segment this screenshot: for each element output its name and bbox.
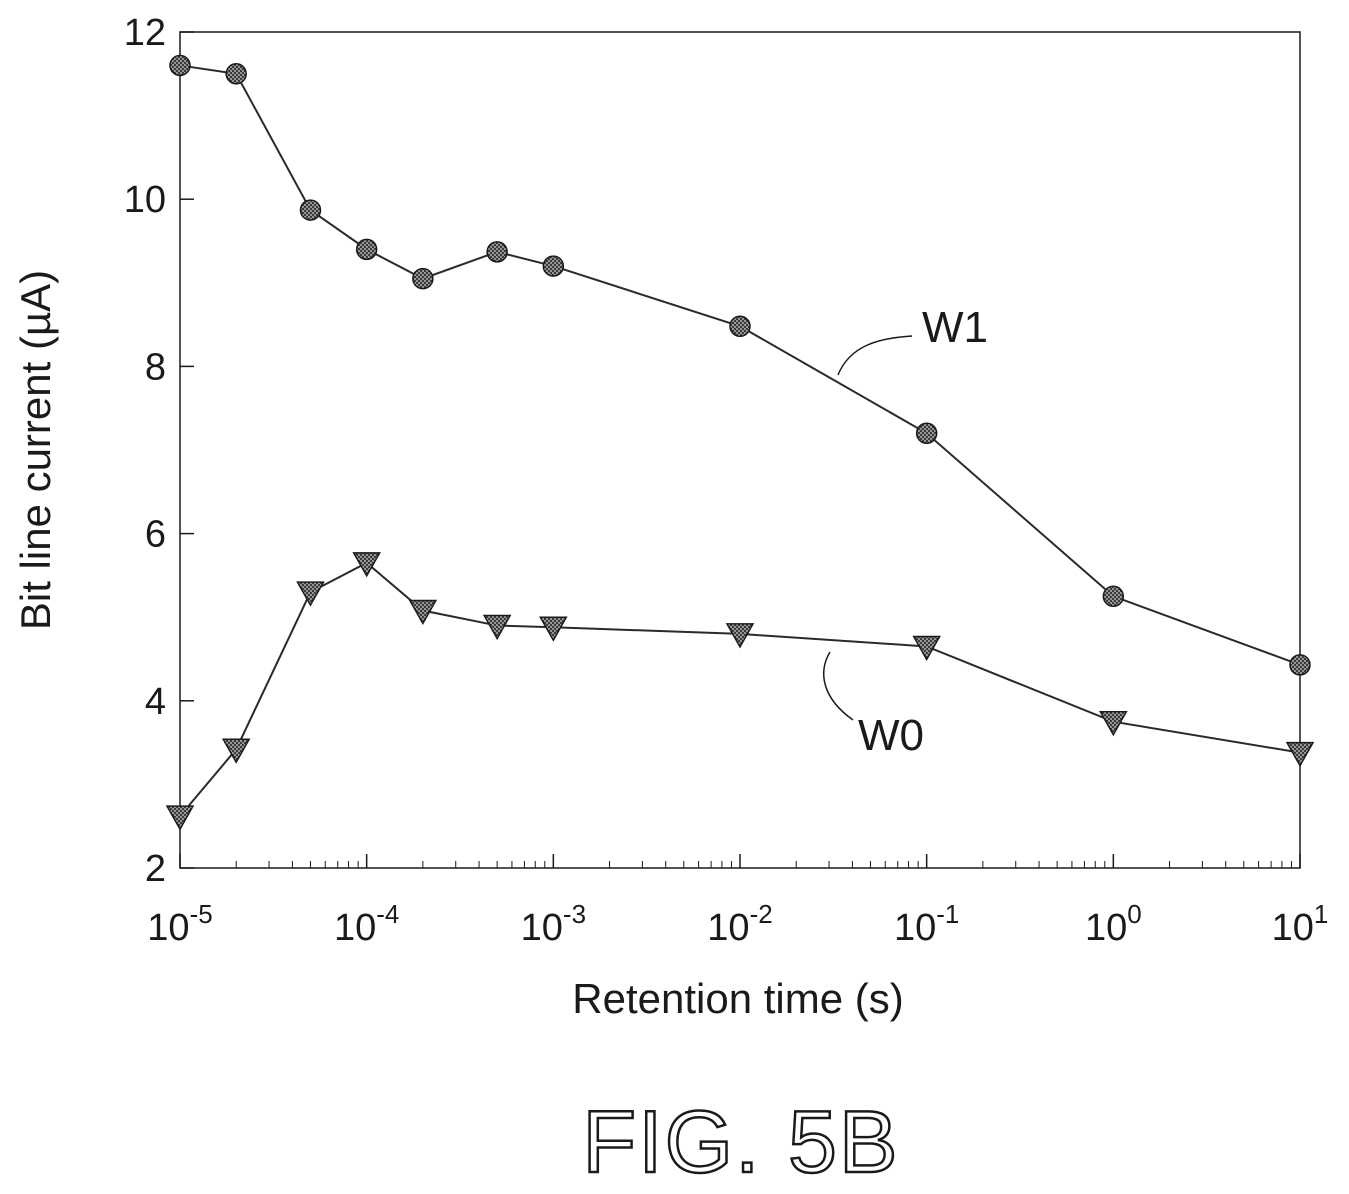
x-tick-base: 10 bbox=[147, 907, 189, 949]
y-tick-label: 4 bbox=[145, 681, 166, 723]
data-point-w1 bbox=[1102, 585, 1125, 608]
x-tick-label: 10-5 bbox=[147, 899, 212, 949]
data-point-w1 bbox=[486, 241, 508, 263]
x-tick-exponent: -3 bbox=[563, 899, 586, 929]
y-axis-title: Bit line current (µA) bbox=[12, 270, 59, 630]
data-point-w0 bbox=[296, 581, 325, 607]
data-point-w1 bbox=[169, 54, 191, 77]
x-tick-base: 10 bbox=[521, 907, 563, 949]
data-point-w0 bbox=[482, 614, 512, 641]
x-tick-base: 10 bbox=[1085, 907, 1127, 949]
x-tick-exponent: -4 bbox=[376, 899, 399, 929]
x-tick-base: 10 bbox=[1272, 907, 1314, 949]
series-line-w1 bbox=[179, 64, 1301, 666]
callout-line-w1 bbox=[837, 335, 913, 376]
data-point-w1 bbox=[1289, 654, 1311, 676]
x-tick-exponent: -2 bbox=[750, 899, 773, 929]
y-tick-label: 6 bbox=[145, 514, 166, 556]
data-point-w1 bbox=[225, 63, 247, 85]
x-axis: 10-5 10-4 10-3 10-2 10-1 100 101 bbox=[147, 854, 1328, 949]
x-tick-label: 10-2 bbox=[707, 899, 772, 949]
callout-line-w0 bbox=[823, 651, 854, 721]
data-point-w1 bbox=[542, 255, 565, 277]
x-tick-base: 10 bbox=[894, 907, 936, 949]
plot-frame bbox=[179, 31, 1301, 869]
x-tick-label: 10-3 bbox=[521, 899, 586, 949]
data-point-w0 bbox=[165, 805, 195, 831]
y-tick-label: 8 bbox=[145, 346, 166, 388]
y-axis: 2 4 6 8 10 12 bbox=[124, 12, 194, 890]
data-point-w0 bbox=[1099, 710, 1128, 737]
x-tick-label: 10-4 bbox=[334, 899, 399, 949]
data-point-w1 bbox=[915, 422, 938, 445]
x-tick-exponent: 1 bbox=[1314, 899, 1328, 929]
y-tick-label: 10 bbox=[124, 179, 166, 221]
data-point-w0 bbox=[912, 635, 941, 661]
series-line-w0 bbox=[179, 561, 1301, 817]
data-point-w1 bbox=[412, 267, 434, 290]
x-tick-label: 100 bbox=[1085, 899, 1142, 949]
series-layer bbox=[165, 54, 1315, 831]
x-tick-exponent: -5 bbox=[190, 899, 213, 929]
x-tick-exponent: 0 bbox=[1127, 899, 1141, 929]
x-tick-exponent: -1 bbox=[936, 899, 959, 929]
y-tick-label: 2 bbox=[145, 848, 166, 890]
data-point-w1 bbox=[729, 315, 751, 338]
series-label-w1: W1 bbox=[922, 303, 988, 352]
data-point-w1 bbox=[355, 238, 378, 261]
figure-caption: FIG. 5B bbox=[581, 1092, 900, 1191]
series-label-w0: W0 bbox=[858, 711, 924, 760]
data-point-w0 bbox=[1285, 741, 1315, 768]
data-point-w0 bbox=[352, 552, 381, 578]
x-axis-title: Retention time (s) bbox=[572, 975, 903, 1022]
data-point-w0 bbox=[725, 623, 755, 649]
series-callouts: W1 W0 bbox=[823, 303, 988, 760]
y-tick-label: 12 bbox=[124, 12, 166, 54]
data-point-w0 bbox=[539, 616, 568, 642]
x-tick-base: 10 bbox=[334, 907, 376, 949]
data-point-w0 bbox=[221, 738, 251, 764]
data-point-w1 bbox=[299, 199, 322, 221]
x-tick-label: 10-1 bbox=[894, 899, 959, 949]
x-tick-label: 101 bbox=[1272, 899, 1329, 949]
data-point-w0 bbox=[408, 599, 438, 626]
x-tick-base: 10 bbox=[707, 907, 749, 949]
